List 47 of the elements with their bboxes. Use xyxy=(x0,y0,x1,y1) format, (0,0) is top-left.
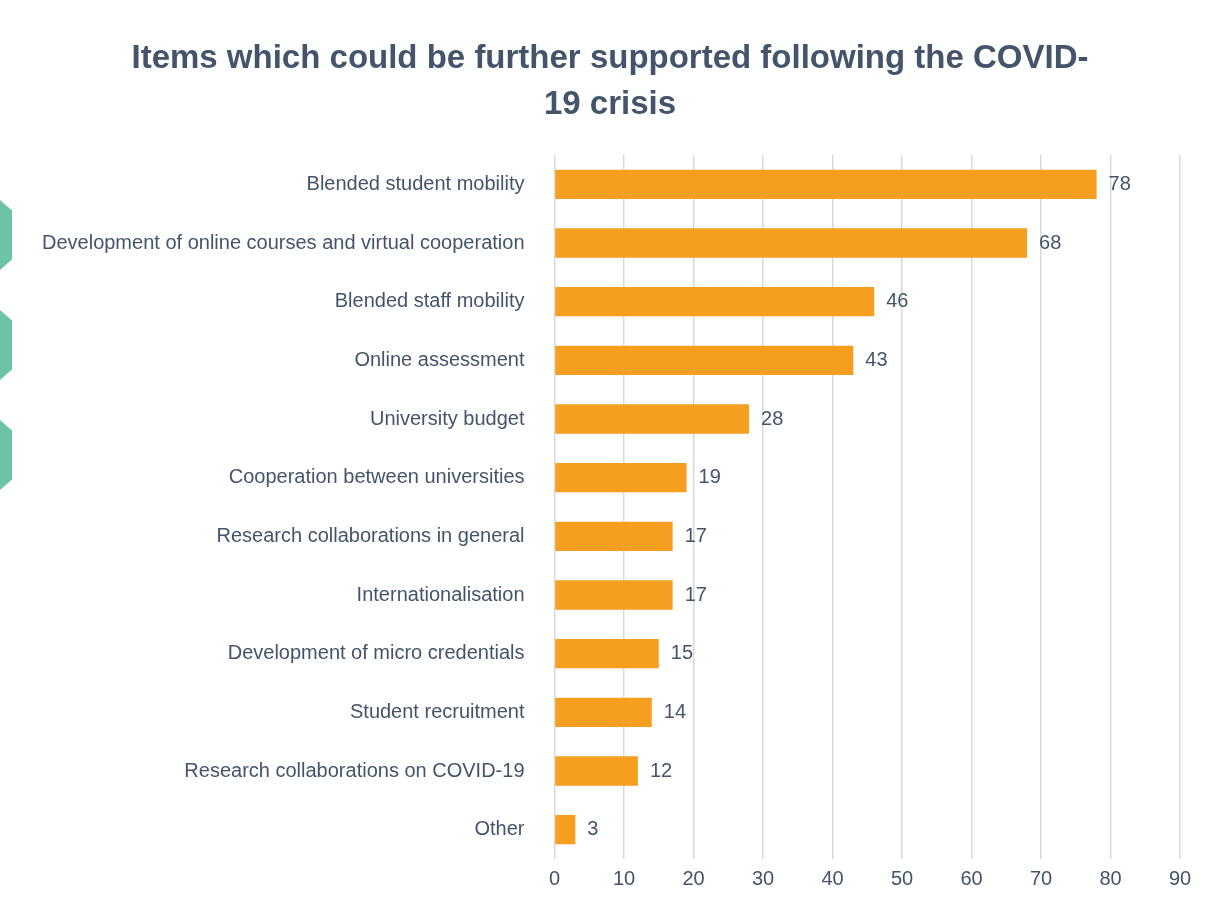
chart-title: Items which could be further supported following the COVID-19 crisis xyxy=(130,37,1090,123)
data-label: 19 xyxy=(698,465,721,488)
bar xyxy=(555,756,638,786)
y-tick-label: University budget xyxy=(369,406,525,429)
x-tick-label: 40 xyxy=(821,866,844,889)
y-tick-label: Online assessment xyxy=(354,347,525,370)
y-tick-label: Research collaborations on COVID-19 xyxy=(184,758,525,781)
data-label: 14 xyxy=(663,699,687,722)
y-tick-label: Cooperation between universities xyxy=(228,465,525,488)
bar xyxy=(555,639,659,669)
y-tick-label: Other xyxy=(474,817,525,840)
bar xyxy=(555,463,687,493)
data-label: 15 xyxy=(670,641,694,664)
bar xyxy=(555,228,1028,258)
y-tick-label: Blended staff mobility xyxy=(334,289,525,312)
y-tick-label: Research collaborations in general xyxy=(216,523,525,546)
bar xyxy=(555,521,673,551)
data-label: 28 xyxy=(761,406,784,429)
data-label: 17 xyxy=(684,582,707,605)
x-tick-label: 10 xyxy=(612,866,636,889)
x-tick-label: 90 xyxy=(1168,866,1192,889)
data-label: 68 xyxy=(1039,230,1062,253)
data-label: 17 xyxy=(684,523,707,546)
bar xyxy=(555,697,652,727)
data-label: 78 xyxy=(1108,171,1131,194)
y-tick-label: Internationalisation xyxy=(356,582,525,605)
data-label: 3 xyxy=(587,817,599,840)
data-label: 43 xyxy=(865,347,888,370)
x-tick-label: 20 xyxy=(682,866,705,889)
x-tick-label: 50 xyxy=(890,866,914,889)
bar xyxy=(555,169,1097,199)
data-label: 12 xyxy=(649,758,673,781)
bar xyxy=(555,287,875,317)
y-tick-label: Student recruitment xyxy=(349,699,525,722)
bar xyxy=(555,404,750,434)
bar xyxy=(555,345,854,375)
x-tick-label: 60 xyxy=(960,866,983,889)
data-label: 46 xyxy=(886,289,909,312)
bar xyxy=(555,580,673,610)
y-tick-label: Blended student mobility xyxy=(306,171,525,194)
y-tick-label: Development of online courses and virtual cooperation xyxy=(41,230,525,253)
x-tick-label: 70 xyxy=(1029,866,1053,889)
x-tick-label: 80 xyxy=(1099,866,1122,889)
bar xyxy=(555,815,576,845)
x-tick-label: 30 xyxy=(751,866,775,889)
x-tick-label: 0 xyxy=(548,866,561,889)
y-tick-label: Development of micro credentials xyxy=(227,641,525,664)
